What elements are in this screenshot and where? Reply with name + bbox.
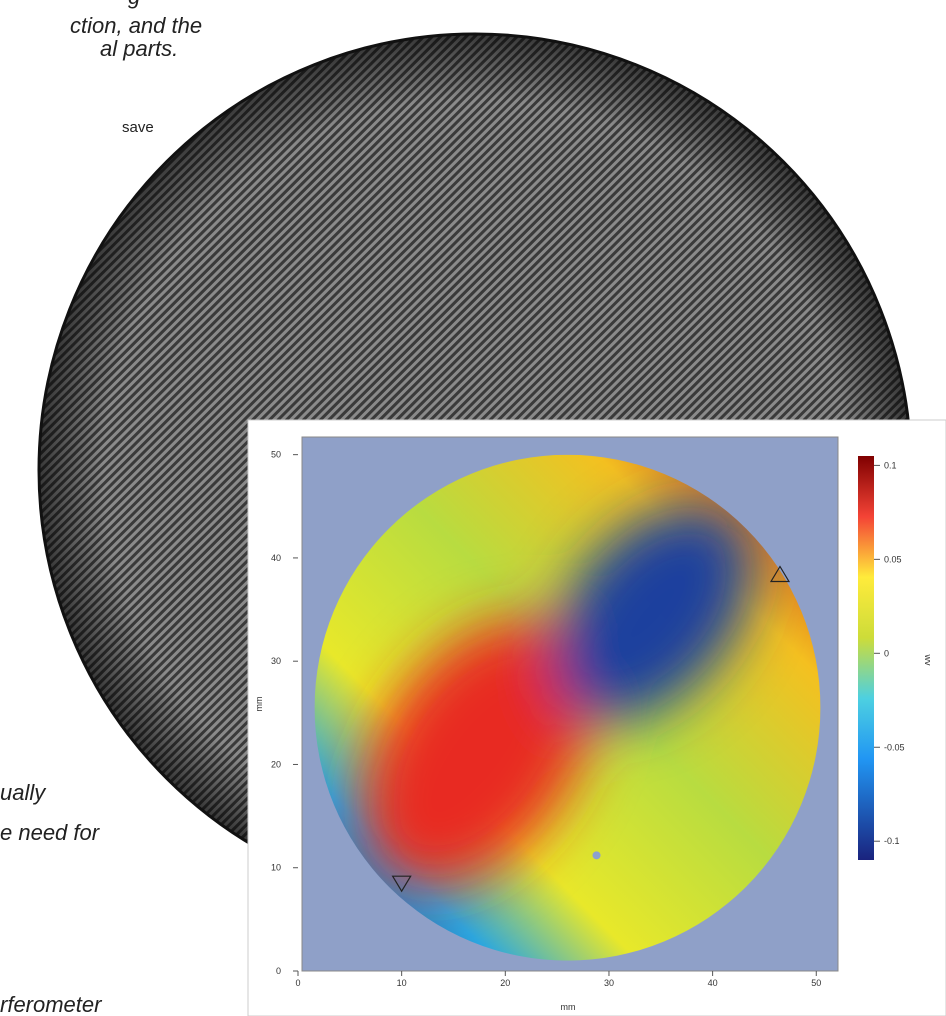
colorbar-tick-label: 0.05	[884, 554, 902, 564]
colorbar-tick-label: -0.05	[884, 742, 905, 752]
text-fragment: save	[122, 119, 154, 136]
text-fragment: ction, and the	[70, 13, 202, 38]
x-tick-label: 40	[708, 978, 718, 988]
y-tick-label: 30	[271, 656, 281, 666]
text-fragment: e need for	[0, 820, 101, 845]
text-fragment: g	[128, 0, 141, 9]
x-tick-label: 20	[500, 978, 510, 988]
colorbar-label: wv	[923, 654, 933, 666]
marker-dot	[593, 851, 601, 859]
x-axis-label: mm	[561, 1002, 576, 1012]
x-tick-label: 10	[397, 978, 407, 988]
colorbar-tick-label: 0	[884, 648, 889, 658]
text-fragment: ually	[0, 780, 47, 805]
text-fragment: al parts.	[100, 36, 178, 61]
x-tick-label: 50	[811, 978, 821, 988]
y-tick-label: 0	[276, 966, 281, 976]
y-tick-label: 10	[271, 863, 281, 873]
y-axis-label: mm	[254, 697, 264, 712]
page: g ction, and theal parts. save ually e need …	[0, 0, 946, 1016]
x-tick-label: 30	[604, 978, 614, 988]
colorbar	[858, 456, 874, 860]
colorbar-tick-label: 0.1	[884, 460, 897, 470]
colorbar-tick-label: -0.1	[884, 836, 900, 846]
text-fragment: rferometer	[0, 992, 103, 1016]
y-tick-label: 20	[271, 759, 281, 769]
y-tick-label: 50	[271, 450, 281, 460]
heatmap	[314, 455, 821, 961]
x-tick-label: 0	[295, 978, 300, 988]
y-tick-label: 40	[271, 553, 281, 563]
